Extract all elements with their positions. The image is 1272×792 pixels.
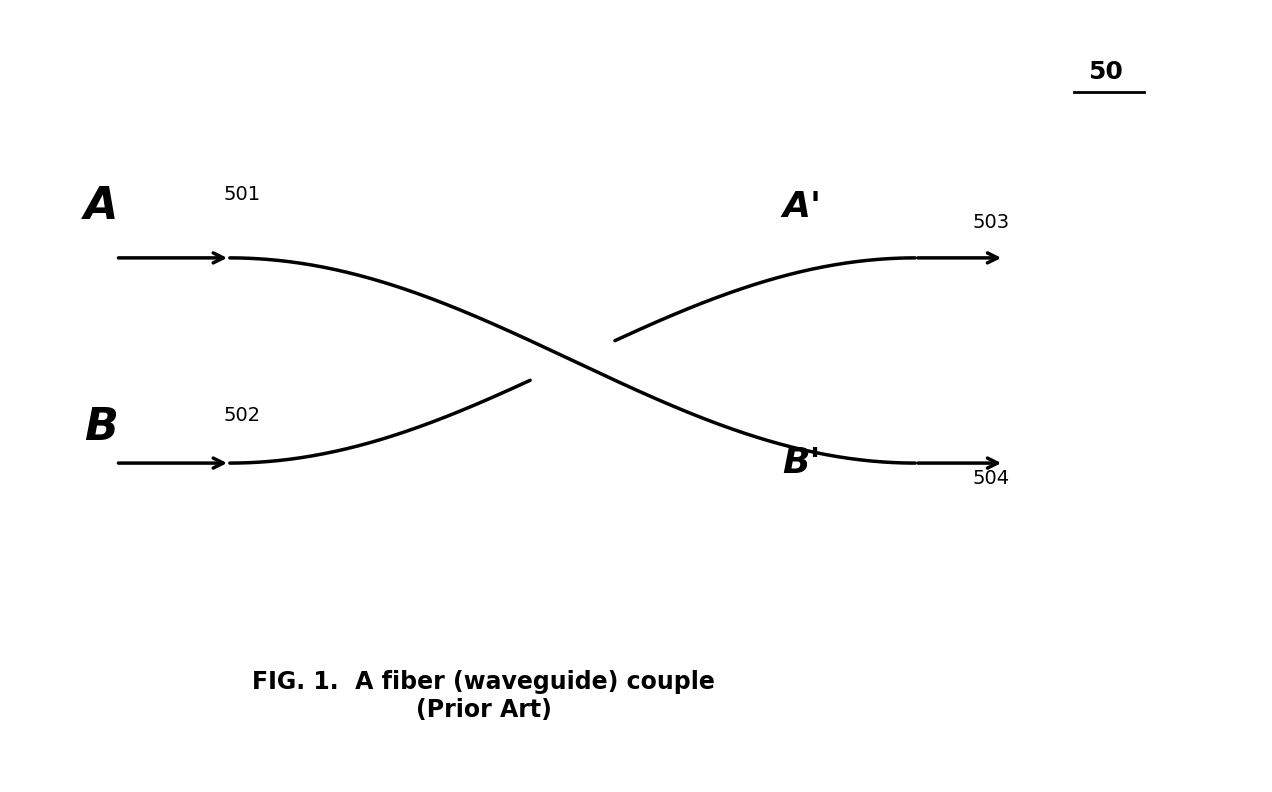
Text: B': B' (782, 446, 820, 480)
Text: 503: 503 (972, 213, 1010, 232)
Text: B: B (84, 406, 118, 449)
Text: 501: 501 (224, 185, 261, 204)
Text: 502: 502 (224, 406, 261, 425)
Text: FIG. 1.  A fiber (waveguide) couple
(Prior Art): FIG. 1. A fiber (waveguide) couple (Prio… (252, 670, 715, 722)
Text: A: A (84, 185, 118, 228)
Text: A': A' (782, 189, 820, 223)
Text: 50: 50 (1088, 60, 1123, 85)
Text: 504: 504 (972, 470, 1010, 489)
